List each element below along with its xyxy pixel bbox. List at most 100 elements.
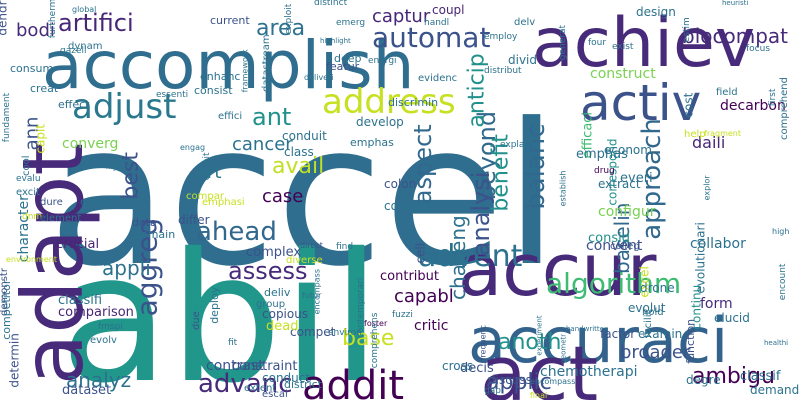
word-cloud-word: despit xyxy=(201,152,212,180)
word-cloud-word: encompass xyxy=(312,268,322,314)
word-cloud-word: advanc xyxy=(198,369,293,400)
word-cloud-word: final xyxy=(530,390,548,400)
word-cloud-word: form xyxy=(700,295,733,312)
word-cloud-word: comparison xyxy=(58,304,134,320)
word-cloud-word: convolut xyxy=(384,199,436,214)
word-cloud-word: employ xyxy=(484,31,518,42)
word-cloud-word: element xyxy=(40,213,82,224)
word-cloud-word: drug xyxy=(594,165,615,176)
word-cloud-word: comprehend xyxy=(779,77,790,140)
word-cloud-word: artifici xyxy=(58,8,134,37)
word-cloud-word: emphasi xyxy=(202,197,245,208)
word-cloud-word: exampl xyxy=(80,197,117,208)
word-cloud-word: first xyxy=(767,88,778,106)
word-cloud-word: cancer xyxy=(232,133,293,155)
word-cloud-word: demand xyxy=(750,383,800,398)
word-cloud-word: heuristi xyxy=(722,0,749,8)
word-cloud-word: extract xyxy=(598,177,641,192)
word-cloud-word: field xyxy=(716,87,738,98)
word-cloud-word: encompass xyxy=(530,376,576,386)
word-cloud-word: explor xyxy=(702,174,712,200)
word-cloud-word: deploy xyxy=(208,286,222,324)
word-cloud-word: fmspi xyxy=(98,321,123,332)
word-cloud-word: group xyxy=(256,299,286,310)
word-cloud-word: cross xyxy=(442,359,474,374)
word-cloud-word: data xyxy=(132,216,157,230)
word-cloud-word: geometr xyxy=(559,334,568,364)
word-cloud-word: deep xyxy=(334,52,362,66)
word-cloud-word: featur xyxy=(326,60,360,74)
word-cloud-word: comprehens xyxy=(369,312,380,368)
word-cloud-word: address xyxy=(322,81,456,122)
word-cloud-word: discuss xyxy=(488,373,532,388)
word-cloud-word: coupl xyxy=(432,3,465,18)
word-cloud-word: daili xyxy=(692,133,726,153)
word-cloud-word: develop xyxy=(356,115,404,130)
word-cloud-word: case xyxy=(262,185,304,207)
word-cloud-word: compar xyxy=(186,191,224,202)
word-cloud-word: consist xyxy=(194,84,233,98)
word-cloud-word: exploit xyxy=(283,3,294,34)
word-cloud-word: delv xyxy=(514,17,536,28)
word-cloud-word: direct xyxy=(300,240,323,250)
word-cloud-word: aspect xyxy=(408,124,437,204)
word-cloud-word: dendrit xyxy=(0,0,10,36)
word-cloud-word: engag xyxy=(180,142,206,152)
word-cloud-word: cost xyxy=(681,93,696,118)
word-cloud-word: datastream xyxy=(261,34,272,92)
word-cloud-word: evidenc xyxy=(418,73,458,84)
word-cloud-word: bodi xyxy=(16,19,55,41)
word-cloud-word: consid xyxy=(588,230,630,246)
word-cloud-word: framework xyxy=(240,48,250,92)
word-cloud-word: capabl xyxy=(394,285,454,307)
word-cloud-word: handl xyxy=(424,17,450,28)
word-cloud-word: excit xyxy=(16,187,40,198)
word-cloud-word: environ xyxy=(328,327,362,338)
word-cloud-word: encount xyxy=(777,263,788,300)
word-cloud-word: activ xyxy=(580,74,702,132)
word-cloud-word: best xyxy=(118,152,144,200)
word-cloud-word: explain xyxy=(500,139,533,150)
word-cloud-word: diverse xyxy=(286,255,323,266)
word-cloud-word: deliveri xyxy=(304,72,334,82)
word-cloud-word: frequenc xyxy=(478,324,488,360)
word-cloud-word: class xyxy=(284,145,314,160)
word-cloud-word: critic xyxy=(414,317,449,334)
word-cloud-word: balanc xyxy=(521,123,552,210)
word-cloud-word: essenti xyxy=(156,89,189,100)
word-cloud-word: complex xyxy=(246,244,302,260)
word-cloud-word: district xyxy=(284,378,323,392)
word-cloud-word: accur xyxy=(458,228,657,313)
word-cloud-word: deliv xyxy=(264,286,291,300)
word-cloud-word: fuzzi xyxy=(392,309,413,320)
word-cloud-word: high xyxy=(772,226,790,236)
word-cloud-word: global xyxy=(72,4,97,14)
word-cloud-word: analysi xyxy=(466,171,495,256)
word-cloud-word: converg xyxy=(62,135,119,152)
word-cloud-word: ahead xyxy=(196,217,277,248)
word-cloud-word: character xyxy=(15,194,32,262)
word-cloud-word: due xyxy=(191,311,202,330)
word-cloud-word: ant xyxy=(252,102,292,131)
word-cloud-word: base xyxy=(342,326,395,352)
word-cloud-word: automat xyxy=(372,20,491,54)
word-cloud-word: gazell xyxy=(60,45,87,56)
word-cloud-word: advent xyxy=(418,239,523,274)
word-cloud-word: emphas xyxy=(350,136,394,150)
word-cloud-word: classif xyxy=(740,368,781,384)
word-cloud-word: environment xyxy=(6,254,57,264)
word-cloud-word: handwritten xyxy=(566,325,609,334)
word-cloud-word: dynam xyxy=(68,41,103,52)
word-cloud-word: crucial xyxy=(56,236,100,252)
word-cloud-word: extent xyxy=(244,383,277,394)
word-cloud-word: assess xyxy=(228,256,308,285)
word-cloud-word: conduit xyxy=(282,129,327,144)
word-cloud-word: emerg xyxy=(336,17,366,28)
word-cloud-word: dataset xyxy=(62,382,112,398)
word-cloud-word: copious xyxy=(262,307,309,322)
word-cloud-word: biocompat xyxy=(682,24,788,48)
word-cloud-word: furthermor xyxy=(47,0,58,38)
word-cloud-word: design xyxy=(636,5,676,20)
word-cloud-word: broader xyxy=(620,341,691,363)
